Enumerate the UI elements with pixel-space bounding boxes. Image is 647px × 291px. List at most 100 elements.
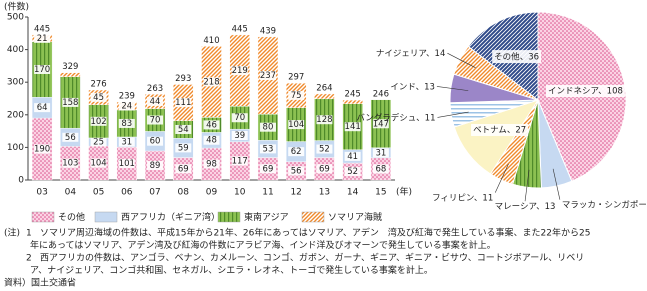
pie-label-separator: 、: [426, 49, 435, 59]
value-label: 31: [375, 148, 386, 158]
y-tick-label: 200: [7, 110, 24, 120]
pie-label-value: 36: [528, 52, 539, 62]
note-line: 年にあってはソマリア、アデン湾及び紅海の件数にアラビア海、インド洋及びオマーンで…: [30, 239, 496, 251]
value-label: 62: [291, 147, 302, 157]
pie-label-value: 27: [515, 125, 526, 135]
value-label: 190: [34, 145, 50, 155]
x-tick-label: 15: [375, 188, 386, 198]
value-label: 59: [178, 143, 189, 153]
value-label-bg: [316, 144, 333, 154]
pie-label-name: マレーシア: [495, 202, 537, 212]
value-label: 44: [150, 97, 161, 107]
pie-label-bg: [546, 85, 625, 98]
value-label: 52: [319, 145, 330, 155]
value-label: 24: [121, 101, 132, 111]
value-label: 52: [347, 167, 358, 177]
total-label: 293: [175, 74, 191, 84]
total-label: 410: [203, 36, 219, 46]
x-tick-label: 09: [206, 188, 218, 198]
x-tick-label: 07: [149, 188, 160, 198]
legend-label: ソマリア海賊: [328, 211, 382, 223]
legend-label: その他: [58, 211, 85, 223]
value-label: 56: [291, 166, 302, 176]
pie-label-name: バングラデシュ: [356, 112, 416, 123]
value-label: 64: [37, 103, 48, 113]
value-label: 70: [150, 116, 161, 126]
value-label-bg: [288, 120, 305, 130]
y-tick-label: 500: [7, 13, 24, 23]
leader-line: [437, 111, 469, 118]
value-label-bg: [372, 119, 389, 129]
value-label-bg: [62, 97, 79, 107]
y-tick-label: 300: [7, 78, 24, 88]
value-label: 158: [62, 98, 78, 108]
pie-label-value: 13: [424, 82, 435, 92]
pie-label-name: マラッカ・シンガポール海峡: [562, 199, 647, 210]
x-tick-label: 05: [93, 188, 104, 198]
leader-line: [494, 163, 509, 193]
value-label: 75: [291, 91, 302, 101]
pie-label-name: その他: [494, 51, 520, 62]
pie-label-separator: 、: [416, 82, 425, 92]
legend-swatch: [31, 211, 55, 223]
x-tick-label: 11: [262, 188, 273, 198]
value-label: 117: [232, 156, 248, 166]
pie-label-separator: 、: [416, 113, 425, 123]
x-tick-label: 10: [234, 188, 246, 198]
total-label: 329: [62, 62, 78, 72]
total-label: 246: [373, 89, 389, 99]
pie-label-separator: 、: [474, 193, 483, 203]
value-label-bg: [203, 159, 220, 169]
value-label: 60: [150, 137, 161, 147]
total-label: 445: [232, 24, 248, 34]
total-label: 264: [316, 83, 332, 93]
value-label: 111: [175, 98, 191, 108]
pie-label: インド、13: [390, 82, 435, 92]
value-label: 21: [37, 34, 48, 44]
y-tick-label: 100: [7, 143, 24, 153]
pie-label-value: 11: [482, 193, 493, 203]
value-label-bg: [372, 148, 389, 158]
note-number: 1: [26, 229, 32, 239]
x-axis-unit: (年): [396, 186, 412, 198]
value-label: 80: [263, 123, 274, 133]
bar-segment: [342, 99, 363, 104]
note-line: ア、ナイジェリア、コンゴ共和国、セネガル、シエラ・レオネ、トーゴで発生している事…: [30, 264, 433, 276]
value-label-bg: [118, 159, 135, 169]
leader-line: [447, 52, 476, 68]
value-label-bg: [372, 164, 389, 174]
pie-label-separator: 、: [507, 125, 516, 135]
value-label-bg: [288, 90, 305, 100]
value-label: 89: [150, 161, 161, 171]
total-label: 445: [34, 24, 50, 34]
x-tick-label: 06: [121, 188, 133, 198]
pie-label-value: 13: [545, 202, 556, 212]
value-label-bg: [90, 158, 107, 168]
bar-segment: [60, 72, 81, 77]
value-label-bg: [90, 116, 107, 126]
value-label-bg: [288, 166, 305, 176]
value-label: 102: [90, 117, 106, 127]
value-label: 68: [375, 164, 386, 174]
x-tick-label: 08: [178, 188, 190, 198]
value-label: 54: [178, 125, 189, 135]
value-label-bg: [203, 120, 220, 130]
value-label-bg: [259, 164, 276, 174]
value-label: 69: [263, 164, 274, 174]
pie-label-bg: [471, 123, 529, 136]
total-label: 263: [147, 84, 163, 94]
value-label-bg: [288, 147, 305, 157]
pie-label: マラッカ・シンガポール海峡、14: [562, 199, 647, 210]
legend-swatch: [217, 211, 241, 223]
leader-line: [524, 169, 530, 202]
leader-line: [436, 86, 469, 91]
pie-label-separator: 、: [598, 86, 607, 96]
value-label: 170: [34, 65, 50, 75]
value-label: 45: [93, 93, 104, 103]
value-label: 56: [65, 133, 76, 143]
value-label-bg: [175, 124, 192, 134]
value-label-bg: [316, 164, 333, 174]
legend-label: 西アフリカ（ギニア湾）: [121, 211, 220, 223]
value-label: 103: [62, 159, 78, 169]
